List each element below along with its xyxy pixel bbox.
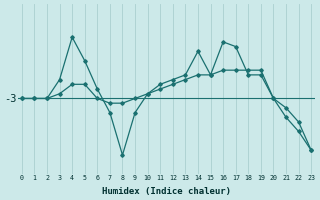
X-axis label: Humidex (Indice chaleur): Humidex (Indice chaleur) [102,187,231,196]
